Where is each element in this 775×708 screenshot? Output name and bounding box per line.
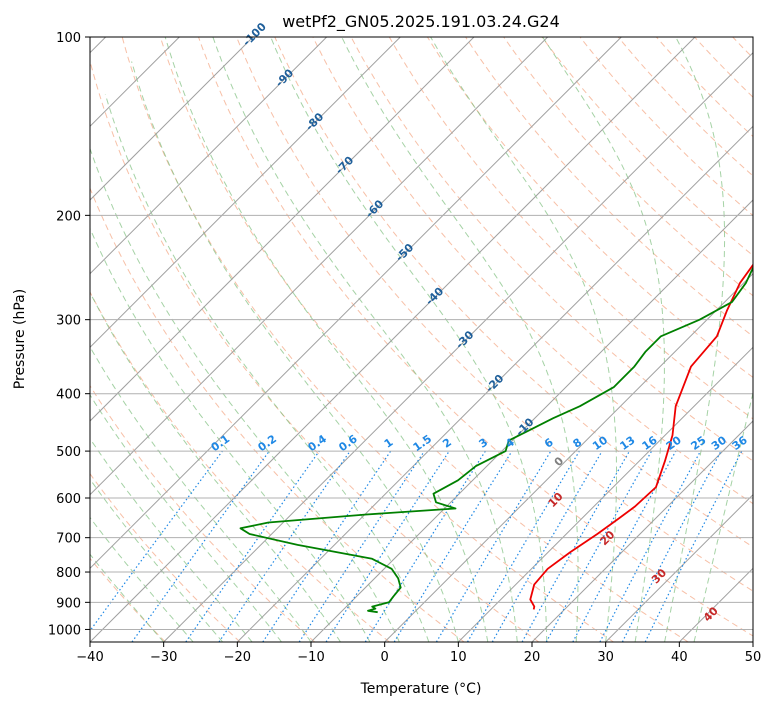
x-tick-label: −40 xyxy=(76,650,103,665)
plot-background xyxy=(90,37,753,642)
mixing-ratio-line xyxy=(90,450,223,632)
isotherm xyxy=(90,37,622,570)
isotherm xyxy=(531,420,753,642)
moist-adiabat xyxy=(212,37,518,642)
y-tick-label: 600 xyxy=(56,492,81,507)
x-tick-label: 40 xyxy=(671,650,688,665)
y-tick-label: 500 xyxy=(56,445,81,460)
moist-adiabat xyxy=(664,37,726,642)
y-tick-label: 100 xyxy=(56,31,81,46)
dry-adiabat xyxy=(90,186,465,642)
dry-adiabat xyxy=(159,37,689,642)
x-tick-label: −10 xyxy=(297,650,324,665)
background-lines xyxy=(90,37,753,642)
isotherm xyxy=(457,346,753,642)
moist-adiabat xyxy=(341,37,579,642)
isotherm xyxy=(90,37,696,642)
dry-adiabat xyxy=(503,37,753,297)
dry-adiabat xyxy=(617,37,753,177)
y-axis: 100 200 300 400 500 600 700 800 900 1000 xyxy=(48,31,90,638)
y-tick-label: 400 xyxy=(56,388,81,403)
dry-adiabat xyxy=(388,37,753,420)
temperature-line xyxy=(529,263,753,610)
moist-adiabat xyxy=(90,291,341,642)
isotherm xyxy=(90,37,475,422)
isotherm xyxy=(90,37,254,201)
mixing-ratio-line xyxy=(435,450,552,642)
mixing-ratio-line xyxy=(491,450,603,642)
x-tick-label: 30 xyxy=(597,650,614,665)
mixing-ratio-line xyxy=(325,450,450,642)
plot-frame xyxy=(89,36,754,643)
mixing-ratio-line xyxy=(521,450,631,642)
x-tick-label: 0 xyxy=(381,650,389,665)
moist-adiabat xyxy=(270,37,548,642)
mixing-ratio-line xyxy=(466,450,580,642)
y-tick-label: 300 xyxy=(56,314,81,329)
dewpoint-line xyxy=(239,265,753,614)
dry-adiabat xyxy=(426,37,753,378)
moist-adiabat xyxy=(693,390,753,642)
y-tick-label: 800 xyxy=(56,566,81,581)
isotherm xyxy=(605,493,753,642)
x-tick-label: −20 xyxy=(224,650,251,665)
profile-series xyxy=(239,263,753,614)
dry-adiabat xyxy=(198,37,753,637)
y-tick-label: 1000 xyxy=(48,623,81,638)
pressure-gridlines xyxy=(90,37,753,630)
dry-adiabat xyxy=(312,37,753,505)
x-tick-label: 10 xyxy=(450,650,467,665)
dry-adiabat xyxy=(121,37,614,642)
x-axis: −40 −30 −20 −10 0 10 20 30 40 50 xyxy=(76,642,761,665)
y-tick-label: 700 xyxy=(56,532,81,547)
mixing-ratio-line xyxy=(131,450,270,642)
moist-adiabat xyxy=(164,37,489,642)
chart-title: wetPf2_GN05.2025.191.03.24.G24 xyxy=(282,12,560,32)
dry-adiabat xyxy=(90,291,390,642)
isotherm xyxy=(90,37,328,275)
moist-adiabat xyxy=(90,437,253,642)
moist-adiabat xyxy=(104,94,430,642)
isotherm xyxy=(236,125,753,642)
x-tick-label: −30 xyxy=(150,650,177,665)
mixing-ratio-line xyxy=(545,450,653,642)
mixing-ratio-line xyxy=(364,450,486,642)
isotherm xyxy=(90,37,549,496)
isotherm xyxy=(90,37,401,349)
x-tick-label: 50 xyxy=(745,650,762,665)
y-tick-label: 900 xyxy=(56,596,81,611)
dry-adiabat xyxy=(236,37,753,592)
moist-adiabat xyxy=(430,37,617,642)
dry-adiabat xyxy=(274,37,753,548)
moist-adiabat xyxy=(131,61,459,642)
isotherm xyxy=(384,272,753,642)
dry-adiabat xyxy=(90,59,540,642)
moist-adiabat xyxy=(90,147,400,642)
x-axis-title: Temperature (°C) xyxy=(360,681,482,697)
y-axis-title: Pressure (hPa) xyxy=(12,289,28,389)
mixing-ratio-line xyxy=(393,450,513,642)
y-tick-label: 200 xyxy=(56,209,81,224)
mixing-ratio-line xyxy=(218,450,351,642)
mixing-ratio-line xyxy=(185,450,320,642)
dry-adiabat xyxy=(90,384,316,642)
moist-adiabat xyxy=(542,37,665,642)
isotherm xyxy=(163,51,753,642)
isotherm xyxy=(310,199,753,642)
x-tick-label: 20 xyxy=(524,650,541,665)
